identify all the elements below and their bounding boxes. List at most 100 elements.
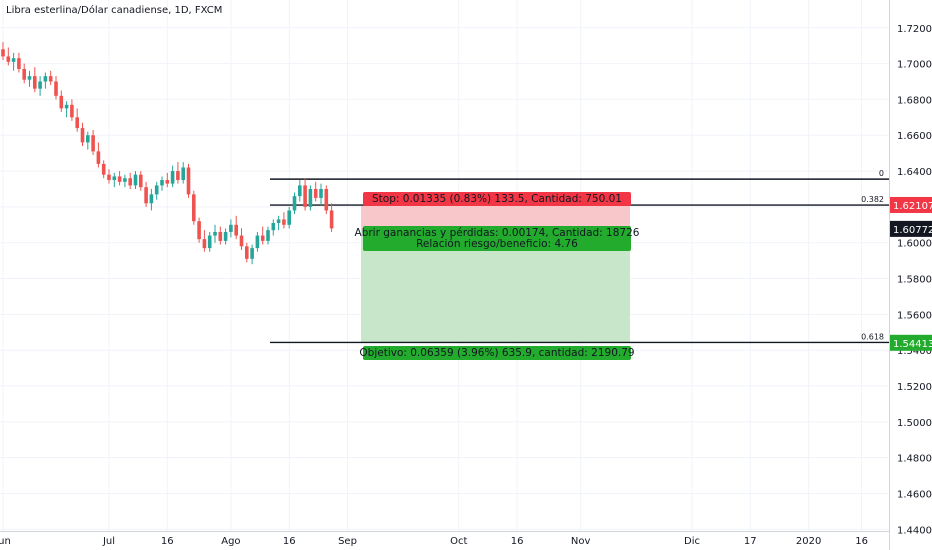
candle-body [59,95,64,109]
candle [287,206,291,229]
candle [59,90,64,112]
fib-level-label: 0.618 [861,332,884,341]
candle [48,70,53,86]
candle-body [181,167,185,181]
candle-body [139,174,143,188]
candle-body [218,231,223,241]
candle-body [250,248,254,259]
candle-body [298,185,302,197]
candle [170,165,175,188]
candle [250,244,254,265]
fib-level-label: 0.382 [861,195,884,204]
price-tick-label: 1.46000 [897,489,932,500]
candle-body [170,171,175,184]
short-position-tool [361,204,630,343]
price-tag-label: 1.62107 [893,201,932,212]
candle [229,219,233,238]
candle-body [133,174,138,186]
candle [234,215,238,240]
candle [96,142,101,168]
time-axis[interactable]: Jun Jul 16 Ago 16 Sep Oct 16 Nov Dic 17 2020 16 [0,536,868,547]
candle [308,185,313,211]
candle-body [27,76,32,80]
time-tick-label: 16 [511,536,524,547]
time-tick-label: Sep [338,536,357,547]
candle [303,178,307,211]
candle [197,217,201,243]
price-tag-bg [890,220,932,237]
candle [213,224,217,243]
candle-body [239,235,244,247]
vertical-grid [2,0,863,532]
candle-body [207,235,212,249]
price-tick-label: 1.52000 [897,382,932,393]
candle-body [234,224,238,236]
time-tick-label: Nov [571,536,591,547]
candle-body [17,58,21,69]
time-tick-label: Jun [0,536,11,547]
candle-body [33,76,37,89]
candle [27,70,32,87]
candle [298,180,302,202]
candle [133,171,138,189]
candle [33,67,37,93]
target-label-text: Objetivo: 0.06359 (3.96%) 635.9, cantida… [359,347,634,359]
candle [22,63,26,84]
candle-body [43,76,48,82]
time-tick-label: 16 [855,536,868,547]
candle-body [308,188,313,207]
price-axis[interactable]: 1.720001.700001.680001.660001.640001.620… [897,24,932,537]
time-tick-label: 2020 [796,536,821,547]
candle-body [202,239,207,249]
price-tick-label: 1.44000 [897,525,932,536]
candle-body [123,178,127,182]
candle-body [287,210,291,225]
pnl-label-text: Abrir ganancias y pérdidas: 0.00174, Can… [355,227,640,239]
candle-body [22,68,26,80]
candle [176,162,180,184]
candle-body [54,81,58,96]
price-tick-label: 1.58000 [897,275,932,286]
candle-body [75,117,79,129]
candle-body [324,188,329,211]
candle-body [303,185,307,207]
candle [329,203,334,232]
pnl-label-text: Relación riesgo/beneficio: 4.76 [416,238,578,250]
candle [319,183,323,206]
stop-label-text: Stop: 0.01335 (0.83%) 133.5, Cantidad: 7… [372,193,622,205]
candle-body [165,180,170,184]
candle-body [91,135,95,152]
candle [38,76,42,96]
price-tag-label: 1.54413 [893,339,932,350]
fib-level-label: 0 [879,169,884,178]
price-tag-label: 1.60772 [893,225,932,236]
candle-body [38,81,42,89]
candle [239,228,244,250]
price-tags: 1.62107 1.60772 1.54413 [890,196,932,351]
time-tick-label: Dic [684,536,700,547]
candle [276,215,281,231]
candle-body [271,223,276,231]
candle [112,172,117,188]
candle [223,228,228,245]
price-tick-label: 1.72000 [897,24,932,35]
candle [313,181,318,202]
candle-body [128,178,132,186]
candle [324,185,329,215]
candlestick-series [1,42,334,265]
position-labels: Stop: 0.01335 (0.83%) 133.5, Cantidad: 7… [355,192,640,360]
price-tick-label: 1.56000 [897,310,932,321]
candle [160,176,164,191]
candle [245,242,249,263]
candle-body [329,210,334,229]
price-tick-label: 1.66000 [897,131,932,142]
candle [70,99,74,121]
candle-body [192,194,196,222]
candle [144,181,148,207]
price-tick-label: 1.70000 [897,60,932,71]
candle-body [213,231,217,236]
candle [43,72,48,89]
candle [192,190,196,225]
candle-body [117,176,122,182]
